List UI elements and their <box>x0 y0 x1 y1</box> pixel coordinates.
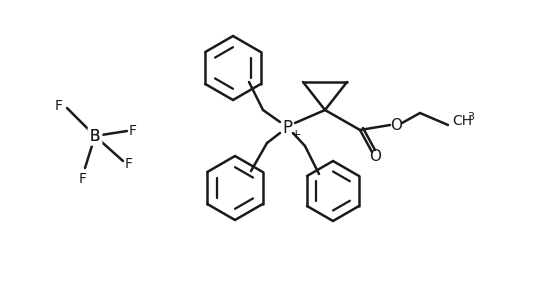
Text: F: F <box>125 157 133 171</box>
Text: P: P <box>282 119 292 137</box>
Text: F: F <box>79 172 87 186</box>
Text: O: O <box>390 118 402 133</box>
Text: B: B <box>89 128 100 144</box>
Text: CH: CH <box>452 114 472 128</box>
Text: F: F <box>129 124 137 138</box>
Text: B: B <box>89 128 100 144</box>
Text: O: O <box>369 149 381 163</box>
Text: 3: 3 <box>468 112 474 122</box>
Text: F: F <box>55 99 63 113</box>
Text: +: + <box>290 128 301 141</box>
